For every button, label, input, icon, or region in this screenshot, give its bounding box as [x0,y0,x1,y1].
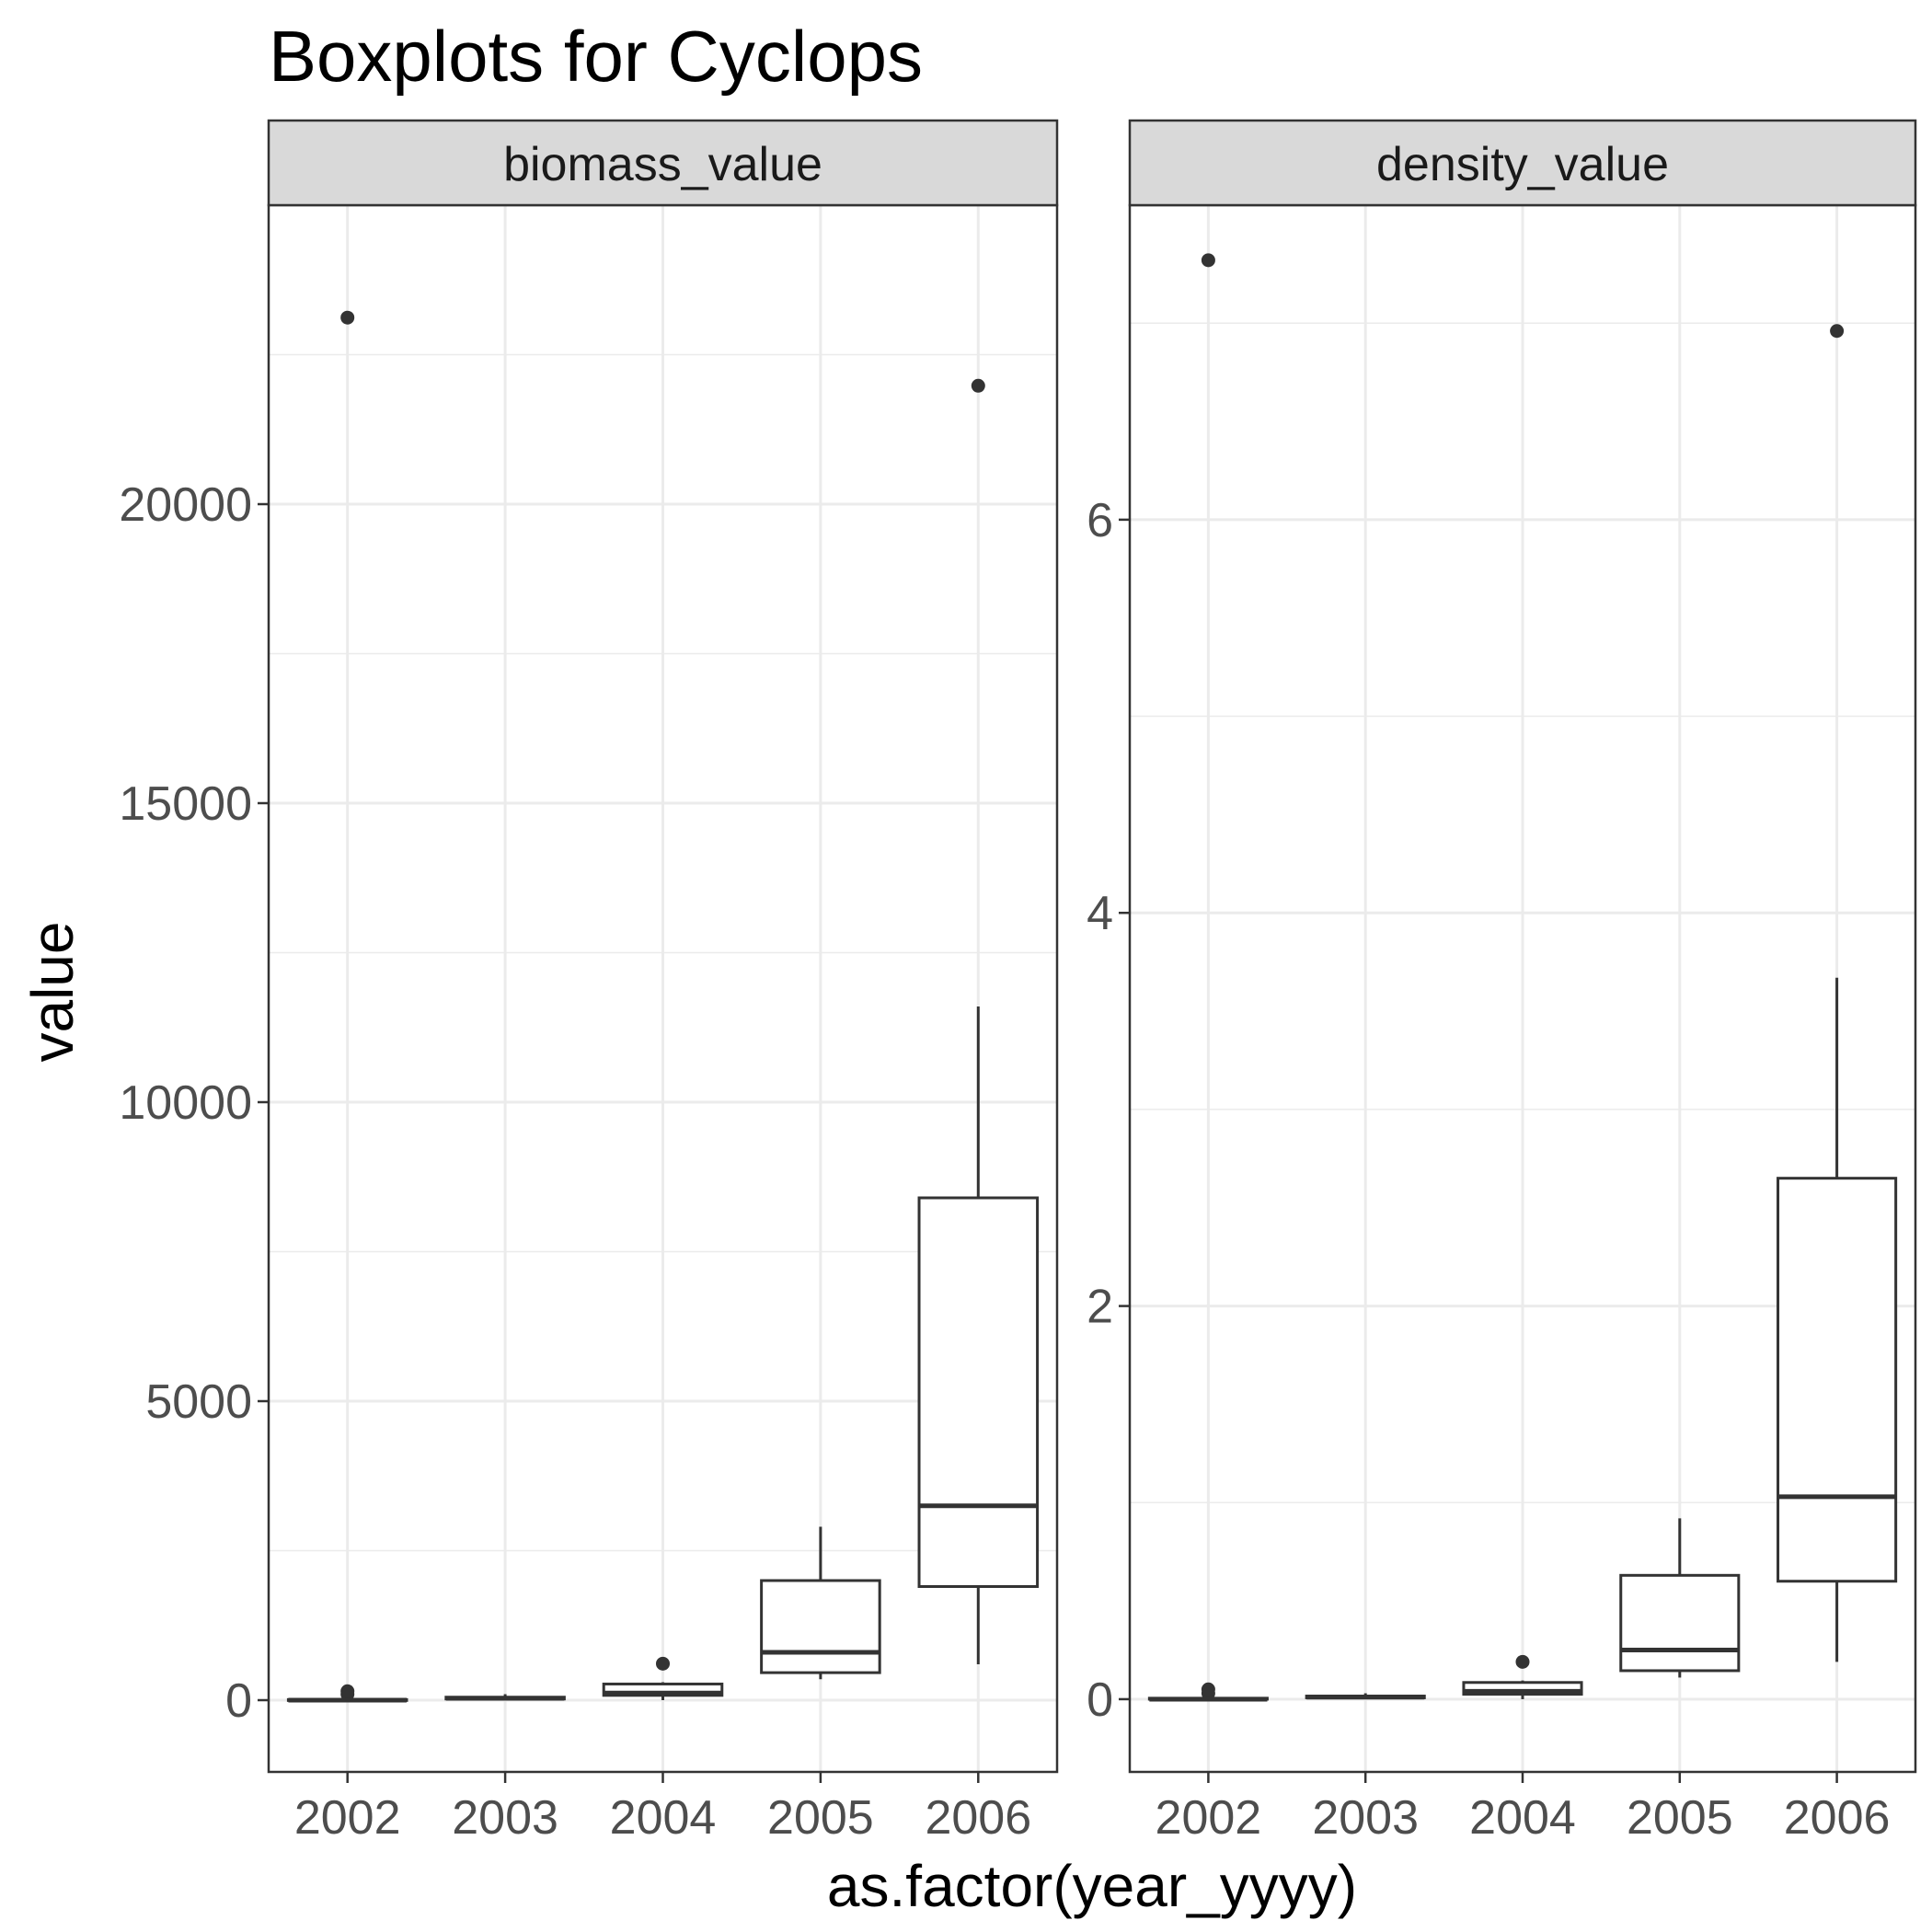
x-tick-label: 2003 [1312,1791,1419,1845]
box-iqr [1777,1177,1898,1583]
box-2004 [602,1656,724,1700]
y-tick-label: 2 [1087,1281,1113,1334]
x-axis-title: as.factor(year_yyyy) [827,1853,1357,1919]
y-tick-label: 5000 [145,1375,252,1429]
facet-strip-label-biomass: biomass_value [503,138,822,191]
box-iqr [760,1579,881,1674]
facet-panel-density: 0 2 4 6 2002 2003 2004 2005 2006 density_value [1087,119,1917,1845]
outlier-point [1201,253,1215,268]
x-tick-label: 2002 [1156,1791,1262,1845]
y-tick-label: 15000 [119,777,252,831]
box-2002 [1147,253,1269,1702]
x-tick-label: 2002 [294,1791,401,1845]
outlier-point [656,1656,670,1671]
y-tick-label: 6 [1087,494,1113,547]
box-2006 [1777,324,1898,1662]
box-2002 [286,310,408,1703]
y-tick-label: 20000 [119,478,252,532]
x-tick-label: 2006 [925,1791,1031,1845]
outlier-point [1830,324,1845,339]
y-tick-label: 0 [1087,1673,1113,1727]
x-tick-label: 2005 [1627,1791,1733,1845]
y-tick-label: 10000 [119,1076,252,1130]
outlier-point [1515,1654,1530,1669]
outlier-point [340,1684,355,1698]
x-tick-label: 2005 [767,1791,874,1845]
x-tick-label: 2004 [1469,1791,1576,1845]
outlier-point [1201,1682,1215,1696]
y-tick-label: 4 [1087,887,1113,940]
box-iqr [917,1196,1040,1588]
box-2006 [917,378,1040,1664]
y-axis-title: value [19,922,86,1063]
box-2004 [1462,1654,1583,1699]
box-iqr [1619,1573,1741,1673]
chart-title: Boxplots for Cyclops [269,16,923,97]
y-tick-label: 0 [225,1674,252,1728]
outlier-point [971,378,985,393]
x-tick-label: 2004 [610,1791,717,1845]
facet-strip-density [1128,119,1917,207]
outlier-point [340,310,355,325]
x-tick-label: 2006 [1784,1791,1891,1845]
box-2003 [1305,1693,1426,1700]
facet-strip-biomass [267,119,1059,207]
box-2005 [760,1526,881,1680]
facet-strip-label-density: density_value [1376,138,1669,191]
facet-panel-biomass: 0 5000 10000 15000 20000 2002 2003 2004 2005 2006… [119,119,1059,1845]
x-tick-label: 2003 [452,1791,558,1845]
box-2003 [444,1694,566,1701]
box-2005 [1619,1518,1741,1678]
